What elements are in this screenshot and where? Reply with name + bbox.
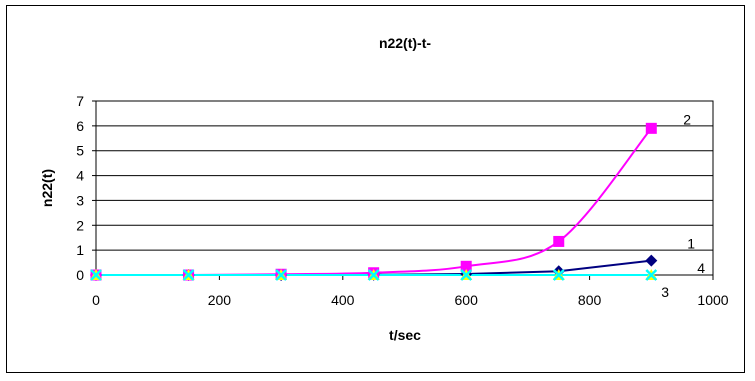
y-tick-label: 7: [76, 93, 84, 109]
plot-area: [95, 100, 714, 276]
chart-frame: [6, 5, 745, 373]
series-4-point: [367, 269, 380, 281]
y-tick-label: 3: [76, 192, 84, 208]
series-2-label: 2: [683, 111, 691, 127]
series-4-point: [182, 269, 195, 281]
series-4-point: [645, 269, 658, 281]
series-4-point: [552, 269, 565, 281]
y-tick-label: 0: [76, 267, 84, 283]
series-1-label: 1: [687, 236, 695, 252]
x-tick-label: 600: [455, 292, 479, 308]
x-tick-label: 1000: [697, 292, 728, 308]
series-4-point: [460, 269, 473, 281]
chart-title: n22(t)-t-: [379, 35, 431, 51]
y-tick-label: 6: [76, 118, 84, 134]
x-tick-label: 800: [578, 292, 602, 308]
series-2-point: [645, 122, 657, 134]
y-tick-label: 5: [76, 143, 84, 159]
series-4-point: [90, 269, 102, 281]
y-tick-label: 2: [76, 217, 84, 233]
x-tick-label: 200: [208, 292, 232, 308]
series-1-point: [645, 254, 658, 267]
gridlines: [96, 125, 713, 251]
series-4-label: 4: [697, 260, 705, 276]
series-4-point: [275, 269, 287, 281]
y-tick-label: 1: [76, 242, 84, 258]
y-axis-ticks: 0 1 2 3 4 5 6 7: [76, 93, 96, 283]
series-markers: [90, 122, 658, 281]
x-tick-label: 400: [331, 292, 355, 308]
x-axis-ticks: 0 200 400 600 800 1000: [92, 275, 729, 308]
x-axis-title: t/sec: [389, 327, 421, 343]
x-tick-label: 0: [92, 292, 100, 308]
series-labels: 1 2 3 4: [661, 111, 705, 300]
y-axis-title: n22(t): [39, 169, 55, 207]
y-tick-label: 4: [76, 168, 84, 184]
series-2-point: [553, 235, 565, 247]
series-3-label: 3: [661, 284, 669, 300]
